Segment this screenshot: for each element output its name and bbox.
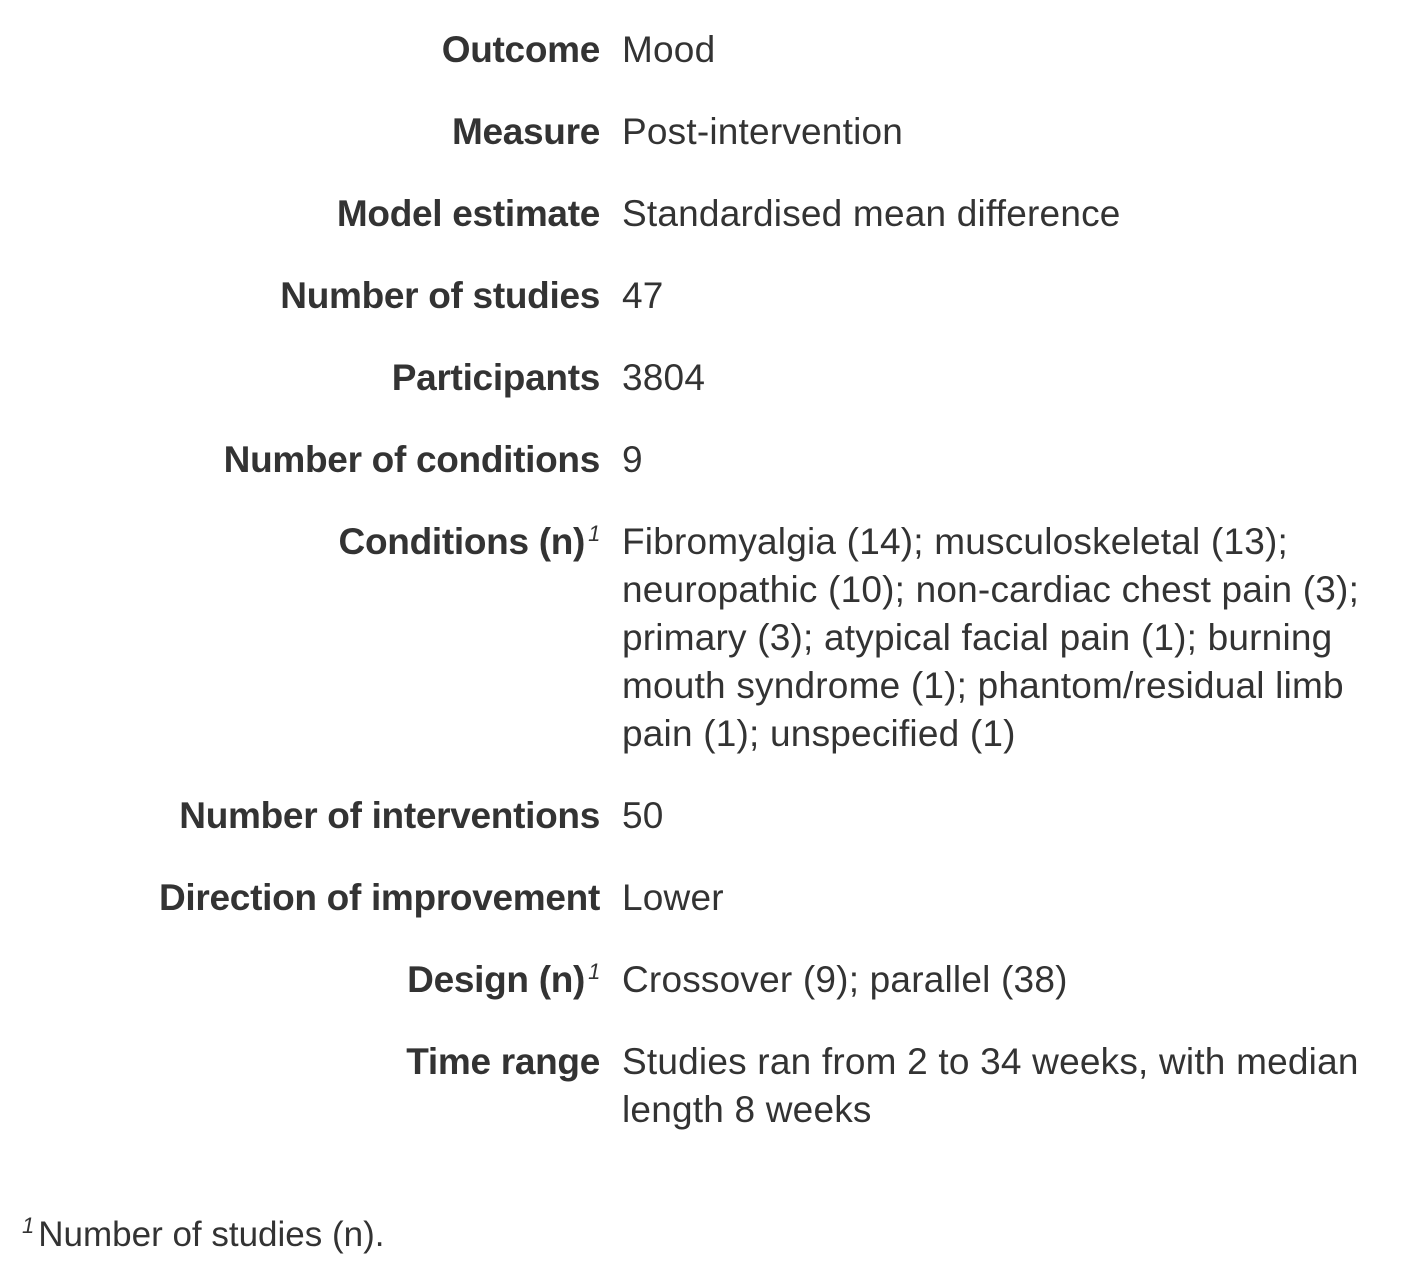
row-label: Measure xyxy=(451,111,600,152)
row-label: Number of studies xyxy=(280,275,600,316)
row-value: Crossover (9); parallel (38) xyxy=(622,959,1068,1000)
row-value: 3804 xyxy=(622,357,706,398)
row-number-of-interventions: Number of interventions 50 xyxy=(0,792,1420,840)
row-label: Participants xyxy=(391,357,601,398)
row-label: Number of interventions xyxy=(179,795,600,836)
row-value: Mood xyxy=(622,29,716,70)
row-participants: Participants 3804 xyxy=(0,354,1420,402)
row-value: Standardised mean difference xyxy=(622,193,1121,234)
row-model-estimate: Model estimate Standardised mean differe… xyxy=(0,190,1420,238)
row-value: Studies ran from 2 to 34 weeks, with med… xyxy=(622,1041,1359,1130)
row-label: Model estimate xyxy=(336,193,600,234)
row-label: Conditions (n) 1 xyxy=(338,520,601,562)
row-value: Post-intervention xyxy=(622,111,904,152)
row-label: Outcome xyxy=(441,29,601,70)
row-value: Lower xyxy=(622,877,724,918)
row-value: Fibromyalgia (14); musculoskeletal (13);… xyxy=(622,521,1360,754)
row-number-of-studies: Number of studies 47 xyxy=(0,272,1420,320)
row-value: 9 xyxy=(622,439,643,480)
summary-table: Outcome Mood Measure Post-intervention M… xyxy=(0,26,1420,1168)
row-label: Direction of improvement xyxy=(159,877,600,918)
row-outcome: Outcome Mood xyxy=(0,26,1420,74)
row-time-range: Time range Studies ran from 2 to 34 week… xyxy=(0,1038,1420,1134)
row-measure: Measure Post-intervention xyxy=(0,108,1420,156)
footnote-mark: 1 xyxy=(22,1213,35,1239)
footnote-marker: 1 xyxy=(588,520,600,546)
row-label: Number of conditions xyxy=(223,439,601,480)
row-value: 50 xyxy=(622,795,664,836)
row-number-of-conditions: Number of conditions 9 xyxy=(0,436,1420,484)
row-label: Design (n) 1 xyxy=(407,958,600,1000)
row-value: 47 xyxy=(622,275,664,316)
footnote-marker: 1 xyxy=(588,958,600,984)
row-label: Time range xyxy=(406,1041,600,1082)
row-direction-of-improvement: Direction of improvement Lower xyxy=(0,874,1420,922)
row-design: Design (n) 1 Crossover (9); parallel (38) xyxy=(0,956,1420,1004)
row-conditions: Conditions (n) 1 Fibromyalgia (14); muscu… xyxy=(0,518,1420,758)
footnote-text: Number of studies (n). xyxy=(38,1215,385,1254)
footnote: 1 Number of studies (n). xyxy=(22,1212,385,1258)
